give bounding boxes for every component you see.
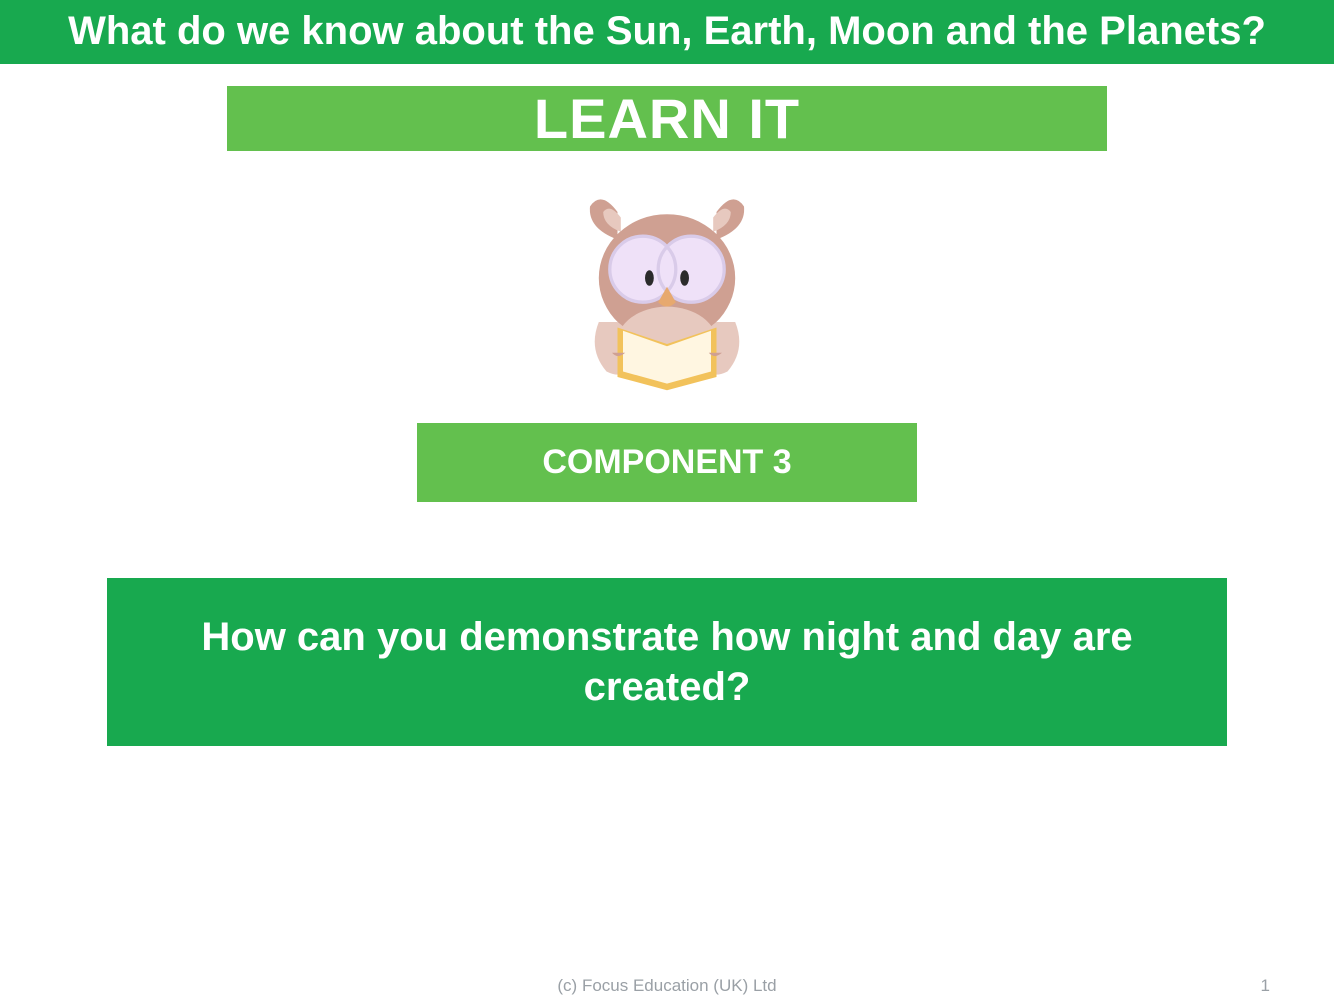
title-banner: What do we know about the Sun, Earth, Mo… bbox=[0, 0, 1334, 64]
learn-it-text: LEARN IT bbox=[534, 87, 800, 150]
component-text: COMPONENT 3 bbox=[542, 443, 791, 481]
question-banner: How can you demonstrate how night and da… bbox=[107, 578, 1227, 746]
component-banner: COMPONENT 3 bbox=[417, 423, 917, 502]
slide-page: What do we know about the Sun, Earth, Mo… bbox=[0, 0, 1334, 1000]
owl-illustration bbox=[547, 169, 787, 409]
footer-copyright: (c) Focus Education (UK) Ltd bbox=[557, 976, 776, 996]
footer-page-number: 1 bbox=[1261, 976, 1270, 996]
learn-it-banner: LEARN IT bbox=[227, 86, 1107, 151]
title-text: What do we know about the Sun, Earth, Mo… bbox=[68, 9, 1266, 53]
question-text: How can you demonstrate how night and da… bbox=[201, 615, 1132, 709]
owl-reading-icon bbox=[557, 179, 777, 399]
